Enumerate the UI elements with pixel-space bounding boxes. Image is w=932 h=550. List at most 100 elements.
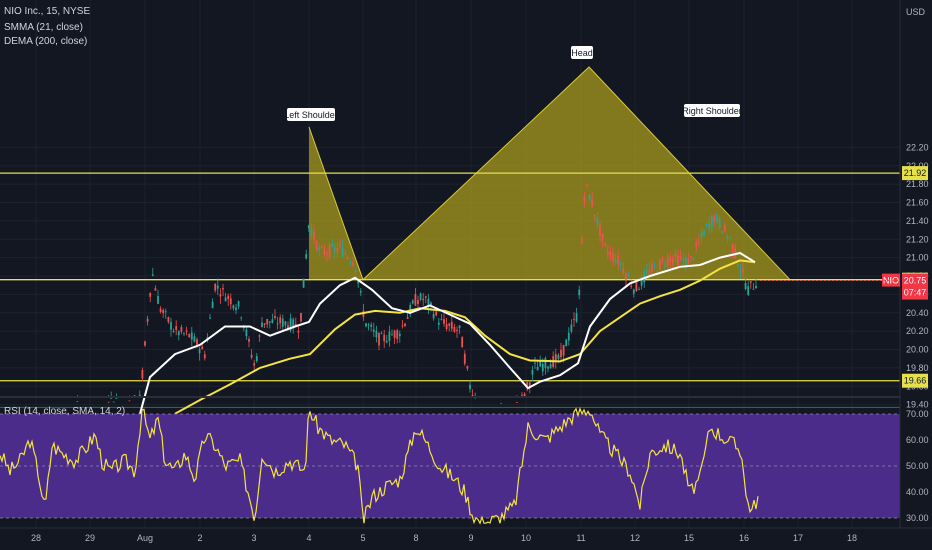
time-tick-label: 11: [576, 533, 585, 543]
candle-body: [469, 384, 471, 389]
candle-body: [76, 401, 79, 403]
last-price-tag: [902, 273, 928, 300]
candle-body: [229, 298, 232, 305]
candle-body: [752, 288, 755, 290]
candle-body: [157, 296, 159, 304]
candle-body: [515, 402, 518, 403]
candle-body: [151, 274, 154, 276]
candle-body: [674, 252, 677, 258]
candle-body: [435, 311, 438, 316]
candle-body: [562, 345, 565, 356]
candle-body: [703, 230, 705, 237]
candle-body: [372, 329, 375, 332]
candle-body: [453, 326, 456, 332]
candle-body: [456, 329, 458, 331]
candle-body: [656, 271, 659, 273]
candle-body: [601, 233, 604, 241]
candle-body: [323, 249, 326, 255]
rsi-legend[interactable]: RSI (14, close, SMA, 14, 2): [4, 406, 126, 417]
rsi-tick-label: 30.00: [906, 513, 929, 523]
candle-body: [370, 324, 373, 327]
price-tick-label: 19.40: [906, 400, 929, 410]
level-price-tag: [902, 373, 928, 388]
candle-body: [375, 331, 378, 338]
candle-body: [341, 247, 344, 257]
candle-body: [349, 262, 352, 264]
candle-body: [521, 394, 523, 396]
candle-body: [749, 281, 752, 283]
candle-body: [110, 398, 113, 399]
time-tick-label: 9: [468, 533, 473, 543]
candle-body: [164, 311, 167, 313]
candle-body: [500, 402, 503, 404]
candle-body: [354, 270, 357, 272]
candle-body: [154, 288, 157, 291]
candle-body: [391, 334, 393, 336]
candle-body: [721, 231, 724, 234]
candle-body: [713, 215, 716, 222]
candle-body: [653, 264, 656, 266]
candle-body: [671, 258, 674, 264]
candle-body: [276, 323, 279, 325]
candle-body: [357, 281, 360, 284]
candle-body: [172, 330, 175, 332]
candle-body: [635, 281, 638, 291]
candle-body: [578, 289, 581, 296]
candle-body: [193, 336, 196, 342]
candle-body: [612, 252, 614, 261]
candle-body: [755, 285, 757, 289]
candle-body: [328, 245, 331, 258]
candle-body: [128, 400, 131, 402]
candle-body: [318, 247, 321, 251]
candle-body: [731, 243, 734, 252]
candle-body: [729, 237, 731, 238]
candle-body: [739, 270, 742, 272]
candle-body: [638, 288, 640, 290]
candle-body: [162, 310, 165, 314]
candle-body: [240, 317, 243, 319]
candle-body: [583, 196, 586, 202]
candle-body: [736, 264, 739, 267]
rsi-line: [0, 406, 759, 525]
candle-body: [679, 256, 682, 260]
time-tick-label: 18: [847, 533, 857, 543]
dema-legend[interactable]: DEMA (200, close): [4, 36, 88, 47]
moving-average-lines: [139, 251, 756, 415]
level-price-tag: [902, 166, 928, 181]
candle-body: [708, 222, 711, 230]
candle-body: [237, 301, 240, 307]
candle-body: [554, 354, 557, 362]
candle-body: [383, 334, 386, 342]
pattern-label: Left Shoulder: [284, 110, 338, 120]
rsi-tick-label: 60.00: [906, 435, 929, 445]
symbol-title[interactable]: NIO Inc., 15, NYSE: [4, 6, 91, 17]
price-tick-label: 19.80: [906, 363, 929, 373]
candle-body: [378, 332, 380, 346]
candle-body: [531, 370, 534, 375]
candle-body: [599, 224, 601, 236]
candle-body: [250, 354, 253, 358]
candle-body: [133, 395, 136, 397]
candle-body: [723, 225, 726, 232]
candle-body: [591, 199, 594, 207]
candle-body: [235, 307, 237, 311]
candle-body: [645, 271, 648, 273]
candle-body: [541, 364, 544, 372]
candle-body: [726, 236, 729, 239]
candle-body: [565, 339, 568, 347]
candle-body: [534, 362, 536, 364]
candle-body: [380, 333, 383, 335]
candle-body: [450, 321, 453, 329]
candle-body: [744, 283, 747, 289]
candle-body: [747, 286, 750, 296]
candle-body: [648, 270, 651, 276]
candle-body: [263, 323, 266, 325]
rsi-tick-label: 50.00: [906, 461, 929, 471]
candle-body: [268, 321, 271, 323]
symbol-tag-text: NIO: [883, 276, 899, 286]
smma-legend[interactable]: SMMA (21, close): [4, 22, 83, 33]
time-tick-label: 28: [31, 533, 41, 543]
candle-body: [664, 265, 666, 266]
candle-body: [320, 246, 323, 248]
